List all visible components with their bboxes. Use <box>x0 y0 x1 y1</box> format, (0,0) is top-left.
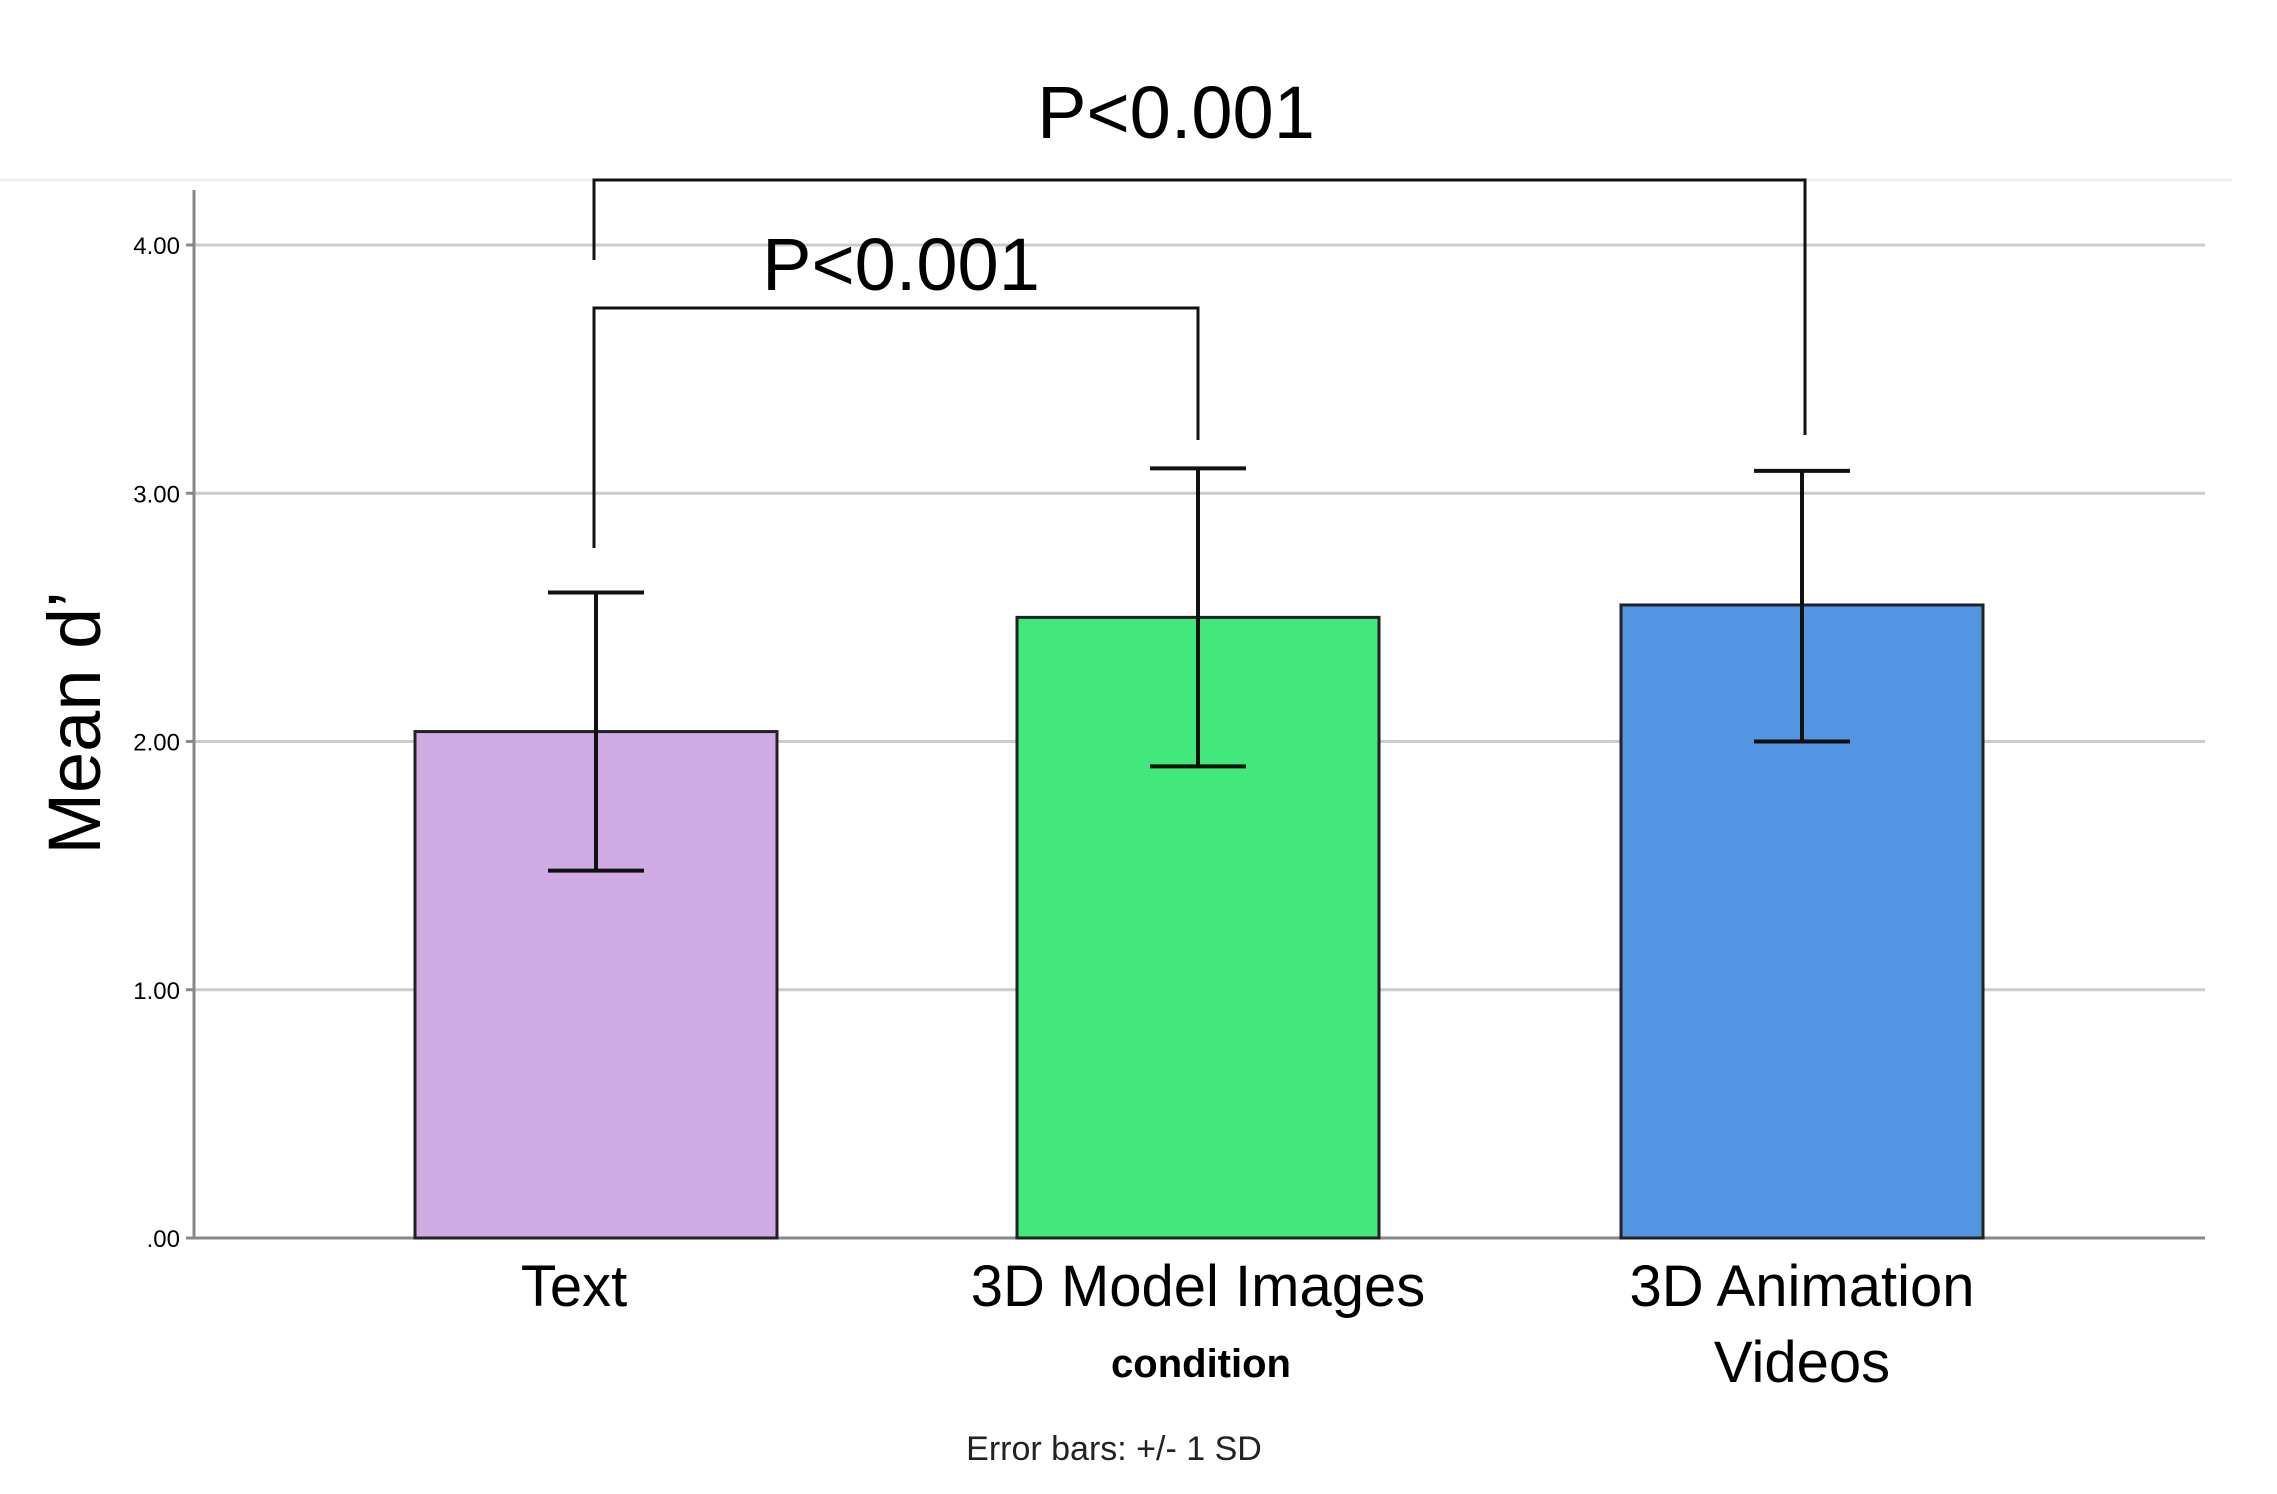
significance-bracket <box>592 306 1200 548</box>
category-label: Text <box>521 1254 627 1319</box>
category-label-line: 3D Animation <box>1630 1254 1975 1319</box>
category-label-line: Text <box>521 1254 627 1319</box>
y-tick-label: 2.00 <box>133 730 180 757</box>
category-label: 3D Animation Videos <box>1630 1254 1975 1395</box>
bars <box>413 603 1985 1240</box>
significance-label: P<0.001 <box>762 223 1040 306</box>
error-bars-footnote: Error bars: +/- 1 SD <box>966 1430 1262 1468</box>
significance-brackets: P<0.001 P<0.001 <box>592 71 1807 548</box>
category-label-line: 3D Model Images <box>971 1254 1426 1319</box>
x-axis-label: condition <box>1111 1342 1291 1386</box>
category-label-line: Videos <box>1714 1330 1890 1395</box>
tick-labels: .00 1.00 2.00 3.00 4.00 Text 3D Model Images 3D… <box>133 233 1974 1395</box>
error-bars <box>548 466 1850 873</box>
significance-label: P<0.001 <box>1037 71 1315 154</box>
y-axis-label: Mean d’ <box>33 591 116 854</box>
category-label: 3D Model Images <box>971 1254 1426 1319</box>
y-tick-label: 1.00 <box>133 978 180 1005</box>
y-tick-label: 3.00 <box>133 481 180 508</box>
y-tick-label: .00 <box>147 1226 180 1253</box>
significance-bracket <box>592 178 1807 435</box>
y-tick-label: 4.00 <box>133 233 180 260</box>
